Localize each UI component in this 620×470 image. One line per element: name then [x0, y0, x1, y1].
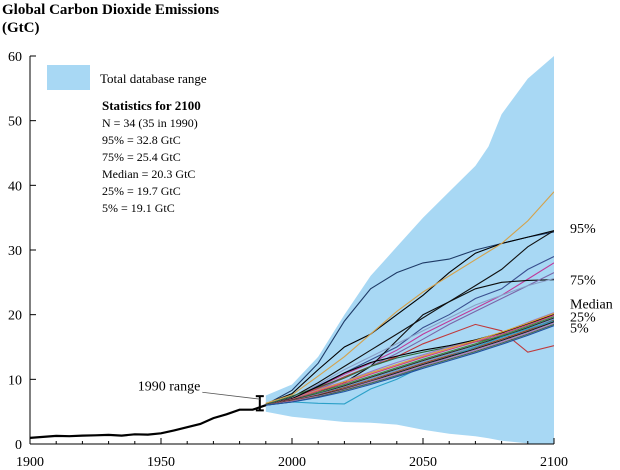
- database-range-area: [265, 56, 554, 444]
- x-tick-label: 2050: [409, 455, 437, 470]
- plot-area: 1990 range 0 10 20 30 40 50 60 1900 1950 2000 2050…: [8, 50, 568, 470]
- scenario-line: [265, 322, 554, 406]
- scenario-lines: [265, 191, 554, 406]
- x-tick-label: 2100: [540, 455, 568, 470]
- stat-line: 75% = 25.4 GtC: [102, 150, 181, 164]
- axes: 0 10 20 30 40 50 60 1900 1950 2000 2050 2100: [8, 50, 568, 470]
- y-tick-label: 50: [8, 115, 22, 130]
- y-tick-label: 30: [8, 244, 22, 259]
- scenario-line: [265, 317, 554, 406]
- chart-title: Global Carbon Dioxide Emissions: [2, 2, 219, 18]
- database-range-layer: [265, 56, 554, 444]
- y-tick-label: 20: [8, 309, 22, 324]
- legend-range-label: Total database range: [100, 71, 207, 86]
- scenario-line: [265, 325, 554, 406]
- stat-line: 25% = 19.7 GtC: [102, 184, 181, 198]
- scenario-line: [265, 316, 554, 406]
- y-tick-label: 10: [8, 373, 22, 388]
- y-tick-label: 0: [15, 438, 22, 453]
- percentile-label: Median: [570, 298, 613, 313]
- range-1990-annotation: 1990 range: [138, 379, 201, 394]
- scenario-line: [265, 230, 554, 406]
- legend-range-swatch: [47, 65, 90, 90]
- x-tick-label: 1950: [147, 455, 175, 470]
- scenario-line: [265, 314, 554, 406]
- percentile-label: 75%: [570, 274, 596, 289]
- legend: Total database range: [47, 65, 207, 90]
- scenario-line: [265, 319, 554, 406]
- scenario-line: [265, 191, 554, 404]
- scenario-line: [265, 230, 554, 405]
- historical-emissions-line: [29, 404, 267, 439]
- percentile-label: 5%: [570, 322, 589, 337]
- stats-box: Statistics for 2100 N = 34 (35 in 1990) …: [102, 98, 201, 215]
- stats-heading: Statistics for 2100: [102, 98, 201, 113]
- scenario-line: [265, 277, 554, 406]
- y-tick-label: 40: [8, 179, 22, 194]
- percentile-label: 95%: [570, 222, 596, 237]
- stat-line: 5% = 19.1 GtC: [102, 201, 175, 215]
- range-1990-marker: [255, 395, 264, 412]
- stat-line: 95% = 32.8 GtC: [102, 133, 181, 147]
- x-tick-label: 1900: [16, 455, 44, 470]
- y-tick-label: 60: [8, 50, 22, 65]
- stat-line: Median = 20.3 GtC: [102, 167, 195, 181]
- stat-line: N = 34 (35 in 1990): [102, 116, 198, 130]
- scenario-line: [265, 312, 554, 406]
- scenario-line: [265, 314, 554, 406]
- percentile-label: 25%: [570, 311, 596, 326]
- range-1990-leader: [202, 391, 260, 400]
- x-tick-label: 2000: [278, 455, 306, 470]
- y-axis-unit-label: (GtC): [2, 20, 40, 36]
